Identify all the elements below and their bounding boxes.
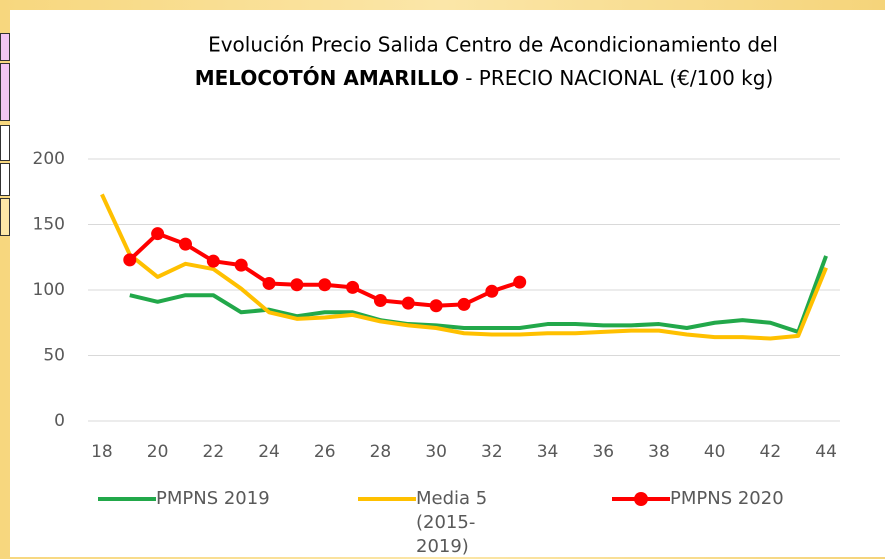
- marker: [429, 299, 443, 313]
- x-tick-label: 40: [704, 442, 726, 462]
- marker: [457, 297, 471, 311]
- x-tick-label: 22: [203, 442, 225, 462]
- chart-area: [10, 10, 885, 557]
- table-cell: [0, 163, 10, 196]
- chart-title-2: MELOCOTÓN AMARILLO - PRECIO NACIONAL (€/…: [195, 66, 774, 90]
- table-cell: [0, 125, 10, 161]
- legend-item: Media 5 (2015-2019): [358, 487, 526, 559]
- marker: [178, 237, 192, 251]
- legend-label: PMPNS 2019: [156, 488, 270, 509]
- table-cell: [0, 63, 10, 121]
- title-bold: MELOCOTÓN AMARILLO: [195, 66, 459, 90]
- legend-label: PMPNS 2020: [670, 488, 784, 509]
- marker: [373, 293, 387, 307]
- x-tick-label: 20: [147, 442, 169, 462]
- marker: [401, 296, 415, 310]
- table-cell: [0, 198, 10, 236]
- x-tick-label: 30: [425, 442, 447, 462]
- marker: [151, 227, 165, 241]
- x-tick-label: 26: [314, 442, 336, 462]
- marker: [485, 284, 499, 298]
- y-tick-label: 50: [43, 346, 65, 366]
- legend-item: PMPNS 2019: [98, 487, 281, 511]
- x-tick-label: 42: [760, 442, 782, 462]
- title-rest: - PRECIO NACIONAL (€/100 kg): [465, 66, 773, 90]
- y-tick-label: 0: [54, 411, 65, 431]
- legend-swatch: [98, 487, 156, 511]
- y-tick-label: 100: [33, 280, 65, 300]
- legend-swatch: [358, 487, 416, 511]
- marker: [262, 276, 276, 290]
- series-line: [100, 193, 828, 341]
- marker: [234, 258, 248, 272]
- y-tick-label: 200: [33, 149, 65, 169]
- x-tick-label: 24: [258, 442, 280, 462]
- marker: [206, 254, 220, 268]
- table-cell: [0, 33, 10, 61]
- x-tick-label: 34: [537, 442, 559, 462]
- legend-swatch: [612, 487, 670, 511]
- x-tick-label: 38: [648, 442, 670, 462]
- marker: [123, 253, 137, 267]
- marker: [290, 278, 304, 292]
- marker: [318, 278, 332, 292]
- series-line: [129, 255, 828, 334]
- chart-title: Evolución Precio Salida Centro de Acondi…: [208, 33, 778, 57]
- marker: [513, 275, 527, 289]
- marker: [346, 280, 360, 294]
- y-tick-label: 150: [33, 215, 65, 235]
- x-tick-label: 32: [481, 442, 503, 462]
- x-tick-label: 18: [91, 442, 113, 462]
- legend-item: PMPNS 2020: [612, 487, 795, 511]
- legend-label: Media 5 (2015-2019): [416, 488, 488, 557]
- x-tick-label: 44: [815, 442, 837, 462]
- x-tick-label: 28: [370, 442, 392, 462]
- x-tick-label: 36: [592, 442, 614, 462]
